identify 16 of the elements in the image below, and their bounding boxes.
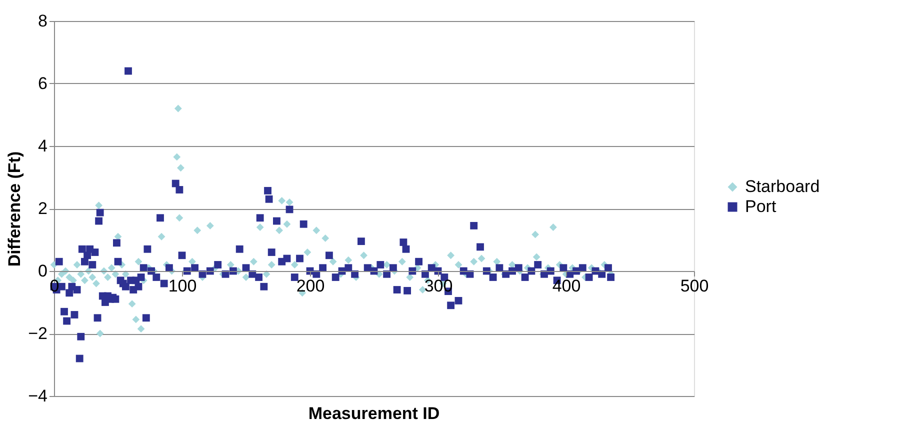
y-tick-label: −2 (28, 324, 48, 343)
y-tick-label: 4 (38, 136, 48, 156)
x-tick-label: 100 (168, 276, 197, 296)
legend-label: Port (745, 197, 776, 216)
x-tick-label: 400 (552, 276, 581, 296)
x-tick-label: 300 (424, 276, 453, 296)
y-tick-label: 8 (38, 12, 48, 30)
y-axis-title: Difference (Ft) (5, 151, 24, 267)
x-tick-label: 200 (296, 276, 325, 296)
y-tick-label: 6 (38, 74, 48, 93)
legend-label: Starboard (745, 177, 820, 196)
x-tick-label: 500 (680, 276, 709, 296)
y-tick-label: 0 (38, 262, 48, 280)
x-axis-title: Measurement ID (308, 404, 440, 423)
y-tick-label: 2 (38, 199, 48, 218)
y-tick-label: −4 (28, 386, 48, 406)
